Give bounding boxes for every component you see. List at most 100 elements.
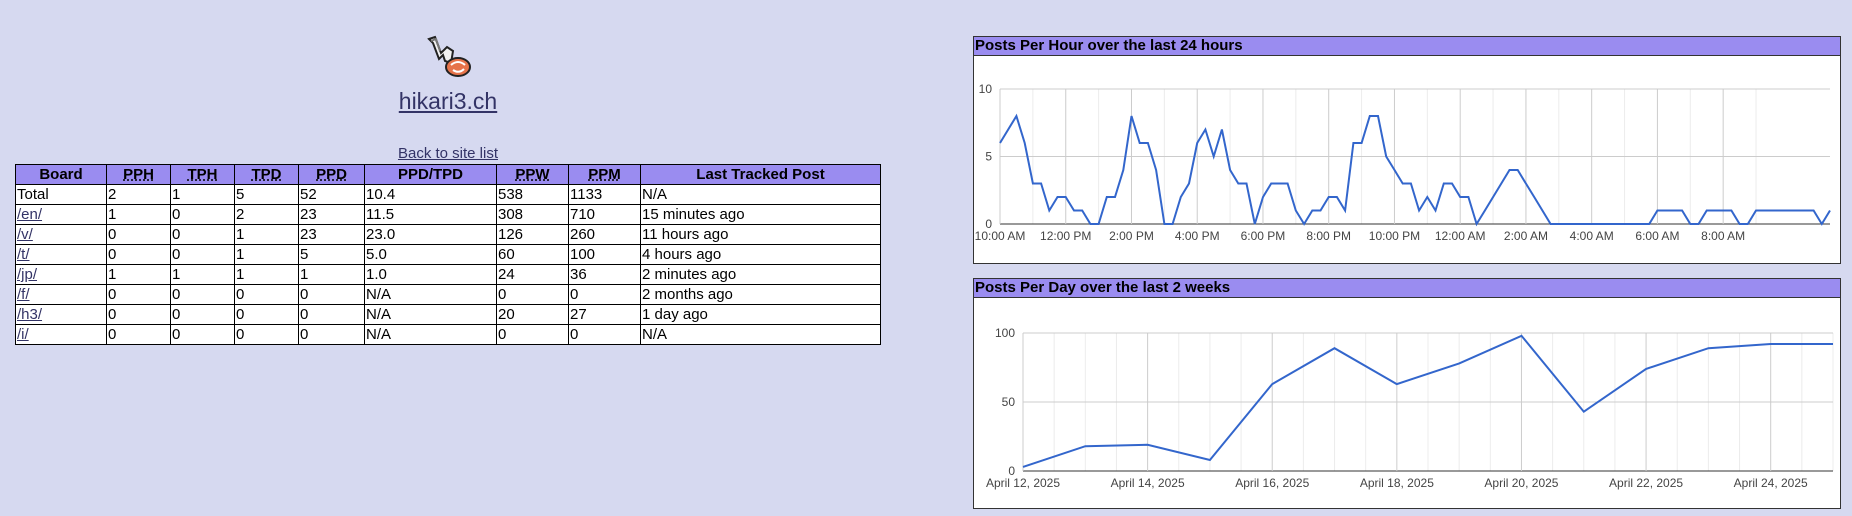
y-tick-label: 100 (995, 326, 1015, 340)
last-post-cell: 2 minutes ago (640, 264, 881, 285)
series-line (1022, 334, 1833, 468)
x-tick-label: April 16, 2025 (1235, 476, 1309, 490)
ppd-tpd-cell: N/A (364, 304, 497, 325)
last-post-cell: 2 months ago (640, 284, 881, 305)
ppd-tpd-cell: N/A (364, 324, 497, 345)
board-link-i[interactable]: /i/ (17, 326, 29, 343)
ppm-cell: 0 (568, 284, 641, 305)
board-cell: /v/ (15, 224, 107, 245)
x-tick-label: 10:00 AM (975, 229, 1026, 243)
tpd-cell: 5 (234, 184, 299, 205)
board-link-jp[interactable]: /jp/ (17, 266, 38, 283)
last-post-cell: N/A (640, 184, 881, 205)
pph-cell: 1 (106, 204, 171, 225)
chart-title: Posts Per Hour over the last 24 hours (974, 37, 1840, 56)
ppw-cell: 0 (496, 324, 569, 345)
x-tick-label: April 12, 2025 (986, 476, 1060, 490)
board-link-f[interactable]: /f/ (17, 286, 30, 303)
board-cell: /en/ (15, 204, 107, 225)
x-tick-label: 8:00 AM (1701, 229, 1745, 243)
tph-cell: 1 (170, 184, 235, 205)
tpd-cell: 0 (234, 284, 299, 305)
chart-title: Posts Per Day over the last 2 weeks (974, 279, 1840, 298)
board-link-t[interactable]: /t/ (17, 246, 30, 263)
ppd-cell: 1 (298, 264, 365, 285)
column-header-tpd: TPD (234, 164, 299, 185)
pph-cell: 2 (106, 184, 171, 205)
table-row: /h3/ 0 0 0 0 N/A 20 27 1 day ago (15, 304, 881, 325)
x-tick-label: April 18, 2025 (1360, 476, 1434, 490)
board-cell: /jp/ (15, 264, 107, 285)
ppd-tpd-cell: 11.5 (364, 204, 497, 225)
tpd-cell: 0 (234, 324, 299, 345)
last-post-cell: 11 hours ago (640, 224, 881, 245)
y-tick-label: 0 (985, 217, 992, 231)
site-logo (423, 33, 483, 85)
x-tick-label: 2:00 AM (1504, 229, 1548, 243)
ppd-cell: 23 (298, 204, 365, 225)
table-row: /t/ 0 0 1 5 5.0 60 100 4 hours ago (15, 244, 881, 265)
tpd-cell: 2 (234, 204, 299, 225)
x-tick-label: 12:00 AM (1435, 229, 1486, 243)
board-link-en[interactable]: /en/ (17, 206, 43, 223)
tpd-cell: 0 (234, 304, 299, 325)
posts-per-day-chart: Posts Per Day over the last 2 weeks 0 50 1… (973, 278, 1841, 509)
column-header-last-tracked-post: Last Tracked Post (640, 164, 881, 185)
board-cell: Total (15, 184, 107, 205)
column-header-ppw: PPW (496, 164, 569, 185)
pph-cell: 1 (106, 264, 171, 285)
x-tick-label: 6:00 AM (1635, 229, 1679, 243)
table-row: /v/ 0 0 1 23 23.0 126 260 11 hours ago (15, 224, 881, 245)
y-tick-label: 5 (985, 150, 992, 164)
y-tick-label: 10 (979, 82, 993, 96)
back-to-site-list-link[interactable]: Back to site list (397, 145, 499, 162)
tph-cell: 0 (170, 224, 235, 245)
last-post-cell: 4 hours ago (640, 244, 881, 265)
x-tick-label: April 24, 2025 (1734, 476, 1808, 490)
tpd-cell: 1 (234, 244, 299, 265)
ppd-tpd-cell: 10.4 (364, 184, 497, 205)
pph-cell: 0 (106, 284, 171, 305)
pph-cell: 0 (106, 244, 171, 265)
tph-cell: 0 (170, 204, 235, 225)
column-header-ppd-tpd: PPD/TPD (364, 164, 497, 185)
board-link-h3[interactable]: /h3/ (17, 306, 43, 323)
tpd-cell: 1 (234, 264, 299, 285)
ppd-tpd-cell: 1.0 (364, 264, 497, 285)
ppw-cell: 126 (496, 224, 569, 245)
board-cell: /h3/ (15, 304, 107, 325)
x-tick-label: 4:00 AM (1570, 229, 1614, 243)
pph-cell: 0 (106, 224, 171, 245)
ppw-cell: 308 (496, 204, 569, 225)
ppm-cell: 1133 (568, 184, 641, 205)
ppd-tpd-cell: N/A (364, 284, 497, 305)
x-tick-label: 8:00 PM (1306, 229, 1351, 243)
y-tick-label: 50 (1002, 395, 1016, 409)
site-title-link[interactable]: hikari3.ch (398, 88, 498, 114)
column-header-pph: PPH (106, 164, 171, 185)
ppd-tpd-cell: 23.0 (364, 224, 497, 245)
posts-per-hour-plot: 0 5 10 10:00 AM 12:00 PM 2:00 PM 4:00 PM 6:00 P… (975, 82, 1831, 243)
board-link-v[interactable]: /v/ (17, 226, 33, 243)
ppd-cell: 0 (298, 304, 365, 325)
ppm-cell: 36 (568, 264, 641, 285)
pph-cell: 0 (106, 304, 171, 325)
x-tick-label: April 22, 2025 (1609, 476, 1683, 490)
ppw-cell: 60 (496, 244, 569, 265)
ppm-cell: 27 (568, 304, 641, 325)
ppw-cell: 24 (496, 264, 569, 285)
ppd-cell: 0 (298, 284, 365, 305)
ppw-cell: 538 (496, 184, 569, 205)
tph-cell: 0 (170, 324, 235, 345)
board-cell: /f/ (15, 284, 107, 305)
tph-cell: 0 (170, 244, 235, 265)
x-tick-label: April 14, 2025 (1111, 476, 1185, 490)
tpd-cell: 1 (234, 224, 299, 245)
tph-cell: 0 (170, 304, 235, 325)
ppw-cell: 0 (496, 284, 569, 305)
column-header-tph: TPH (170, 164, 235, 185)
y-tick-label: 0 (1008, 464, 1015, 478)
pph-cell: 0 (106, 324, 171, 345)
x-tick-label: 4:00 PM (1175, 229, 1220, 243)
table-header-row: Board PPH TPH TPD PPD PPD/TPD PPW PPM La… (15, 164, 881, 185)
